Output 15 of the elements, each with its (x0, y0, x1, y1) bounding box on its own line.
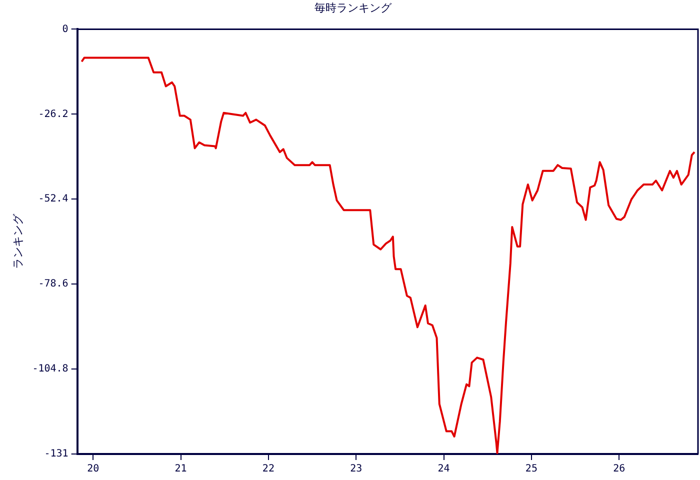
y-tick-label: 0 (62, 24, 68, 35)
x-tick-label: 23 (350, 464, 362, 475)
x-tick-label: 25 (525, 464, 538, 475)
x-tick-label: 22 (262, 464, 274, 475)
y-axis-title: ランキング (11, 213, 24, 270)
x-tick-label: 26 (613, 464, 626, 475)
y-tick-label: -131 (44, 448, 68, 460)
x-tick-label: 20 (87, 464, 100, 475)
y-tick-label: -52.4 (38, 194, 68, 205)
y-tick-label: -26.2 (38, 108, 68, 120)
x-tick-label: 21 (174, 464, 187, 475)
chart-title: 毎時ランキング (314, 1, 392, 14)
y-tick-label: -104.8 (32, 364, 68, 375)
x-tick-label: 24 (438, 464, 450, 475)
y-tick-label: -78.6 (38, 278, 68, 290)
